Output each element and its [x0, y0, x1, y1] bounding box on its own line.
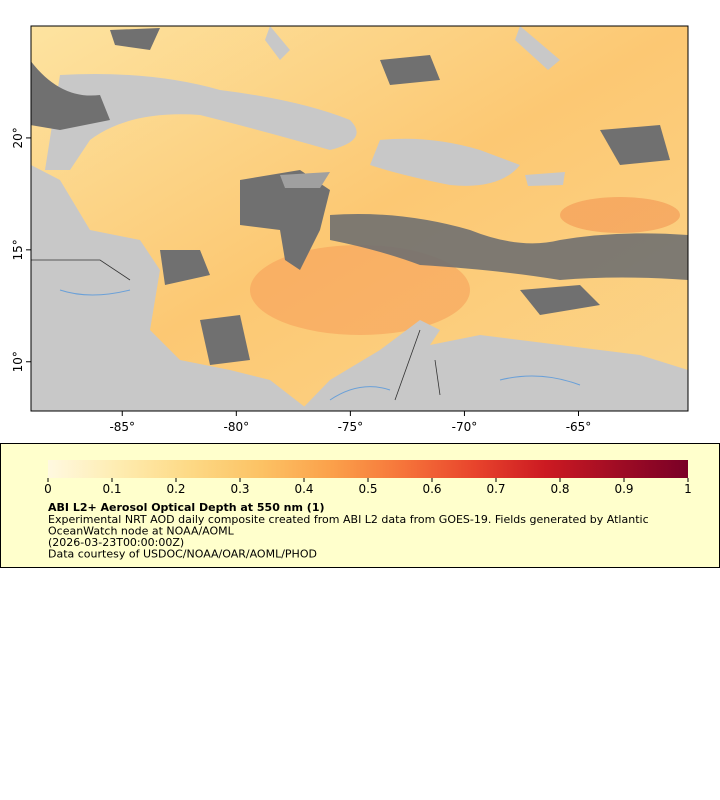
legend-line: OceanWatch node at NOAA/AOML	[48, 525, 235, 538]
colorbar-tick-label: 0.6	[422, 482, 441, 496]
legend-line: (2026-03-23T00:00:00Z)	[48, 536, 184, 549]
colorbar-tick-label: 0.2	[166, 482, 185, 496]
colorbar-tick-label: 0	[44, 482, 52, 496]
colorbar-tick-label: 0.1	[102, 482, 121, 496]
legend-line: Data courtesy of USDOC/NOAA/OAR/AOML/PHO…	[48, 548, 317, 561]
colorbar-tick-label: 1	[684, 482, 692, 496]
colorbar-tick-label: 0.3	[230, 482, 249, 496]
x-tick-label: -75°	[338, 420, 364, 434]
colorbar-tick-label: 0.5	[358, 482, 377, 496]
legend-title: ABI L2+ Aerosol Optical Depth at 550 nm …	[48, 501, 325, 514]
legend-line: Experimental NRT AOD daily composite cre…	[48, 513, 649, 526]
y-tick-label: 15°	[11, 239, 25, 260]
colorbar-tick-label: 0.4	[294, 482, 313, 496]
x-tick-label: -65°	[566, 420, 592, 434]
y-tick-label: 20°	[11, 127, 25, 148]
colorbar-tick-label: 0.8	[550, 482, 569, 496]
colorbar-tick-label: 0.9	[614, 482, 633, 496]
map-image	[31, 26, 688, 411]
x-tick-label: -70°	[452, 420, 478, 434]
x-tick-label: -80°	[224, 420, 250, 434]
y-tick-label: 10°	[11, 351, 25, 372]
colorbar	[48, 460, 688, 478]
x-tick-label: -85°	[109, 420, 135, 434]
colorbar-tick-label: 0.7	[486, 482, 505, 496]
map-frame	[30, 25, 689, 412]
